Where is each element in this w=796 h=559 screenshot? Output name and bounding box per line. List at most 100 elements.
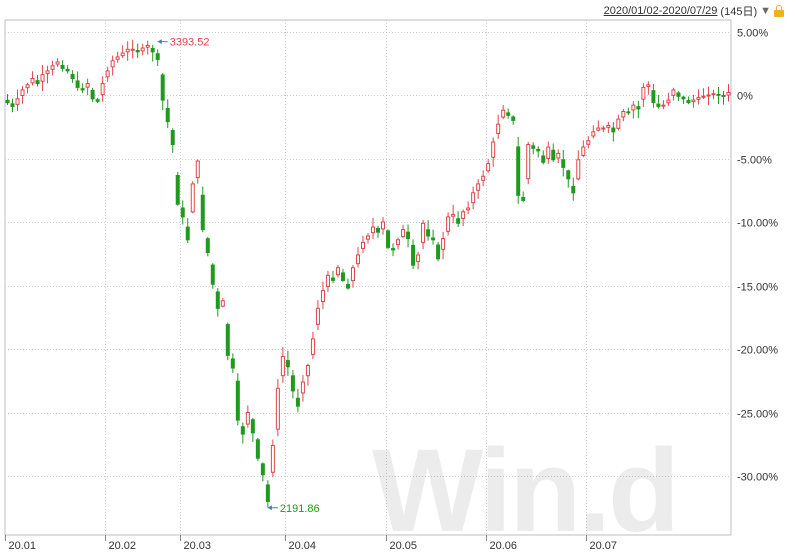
high-annotation-label: 3393.52	[170, 37, 210, 49]
candle-body	[416, 254, 421, 263]
candle-body	[476, 183, 481, 191]
candle-body	[320, 290, 325, 303]
candle-body	[245, 412, 250, 425]
candle-body	[30, 77, 35, 84]
candle-body	[80, 88, 85, 91]
candle-body	[100, 83, 105, 96]
candle-body	[65, 68, 70, 72]
candle-body	[576, 159, 581, 180]
candle-body	[220, 300, 225, 307]
x-tick-label: 20.07	[590, 540, 618, 552]
candle-body	[436, 244, 441, 260]
candle-body	[531, 145, 536, 149]
candle-body	[611, 127, 616, 133]
candle-body	[501, 109, 506, 118]
x-tick-label: 20.04	[289, 540, 317, 552]
candle-body	[345, 284, 350, 289]
candle-body	[315, 307, 320, 325]
candle-body	[225, 324, 230, 356]
candle-body	[170, 130, 175, 146]
candle-body	[265, 484, 270, 502]
candle-body	[401, 229, 406, 238]
candle-body	[381, 221, 386, 230]
candle-body	[561, 159, 566, 168]
candle-body	[355, 254, 360, 265]
candle-body	[671, 89, 676, 96]
candle-body	[411, 244, 416, 266]
candle-body	[335, 267, 340, 276]
candle-body	[626, 111, 631, 114]
candle-body	[451, 213, 456, 217]
candle-body	[95, 99, 100, 102]
candle-body	[651, 90, 656, 104]
candle-body	[85, 83, 90, 88]
candle-body	[150, 47, 155, 53]
candle-body	[350, 267, 355, 282]
candle-body	[305, 365, 310, 377]
y-tick-label: -20.00%	[737, 345, 778, 357]
candle-body	[541, 155, 546, 163]
x-tick-label: 20.06	[490, 540, 518, 552]
candle-body	[120, 52, 125, 57]
candle-body	[421, 222, 426, 243]
candle-body	[636, 106, 641, 110]
candle-body	[260, 463, 265, 476]
candle-body	[180, 207, 185, 218]
candle-body	[726, 91, 731, 96]
candle-body	[441, 238, 446, 250]
candle-body	[471, 192, 476, 204]
candle-body	[496, 123, 501, 135]
candle-body	[40, 74, 45, 82]
candle-body	[586, 140, 591, 145]
candle-body	[165, 107, 170, 123]
candle-body	[596, 127, 601, 131]
candle-body	[426, 229, 431, 237]
x-tick-label: 20.05	[390, 540, 418, 552]
candle-body	[566, 170, 571, 180]
candle-body	[516, 146, 521, 196]
candle-body	[446, 216, 451, 232]
candle-body	[110, 60, 115, 68]
candle-body	[666, 99, 671, 104]
candle-body	[35, 80, 40, 85]
candle-body	[591, 131, 596, 137]
candle-body	[551, 149, 556, 161]
candle-body	[431, 237, 436, 241]
candle-body	[360, 241, 365, 249]
candle-body	[601, 127, 606, 130]
candle-body	[481, 175, 486, 181]
candle-body	[10, 103, 15, 107]
candle-body	[631, 104, 636, 111]
candle-body	[716, 93, 721, 96]
candle-body	[200, 194, 205, 231]
candle-body	[190, 183, 195, 213]
candle-body	[140, 47, 145, 52]
x-tick-label: 20.01	[9, 540, 37, 552]
y-tick-label: -15.00%	[737, 282, 778, 294]
candle-body	[536, 148, 541, 152]
candle-body	[130, 48, 135, 51]
candle-body	[330, 277, 335, 281]
candle-body	[491, 141, 496, 158]
candle-body	[5, 99, 10, 104]
candle-body	[75, 80, 80, 88]
candle-body	[275, 387, 280, 430]
candle-body	[466, 207, 471, 211]
date-range-selector[interactable]: 2020/01/02-2020/07/29	[603, 5, 718, 17]
candle-body	[205, 238, 210, 253]
lock-icon[interactable]	[774, 5, 784, 17]
candle-body	[556, 152, 561, 159]
candle-body	[135, 49, 140, 53]
candle-body	[185, 226, 190, 241]
y-tick-label: -30.00%	[737, 472, 778, 484]
candle-body	[125, 48, 130, 53]
low-annotation-label: 2191.86	[280, 503, 320, 515]
candle-body	[145, 44, 150, 48]
triangle-down-icon[interactable]: ▼	[760, 5, 771, 17]
candle-body	[376, 227, 381, 233]
annotation-arrow	[267, 505, 272, 511]
candle-body	[621, 111, 626, 118]
candle-body	[406, 231, 411, 240]
candle-body	[691, 99, 696, 103]
